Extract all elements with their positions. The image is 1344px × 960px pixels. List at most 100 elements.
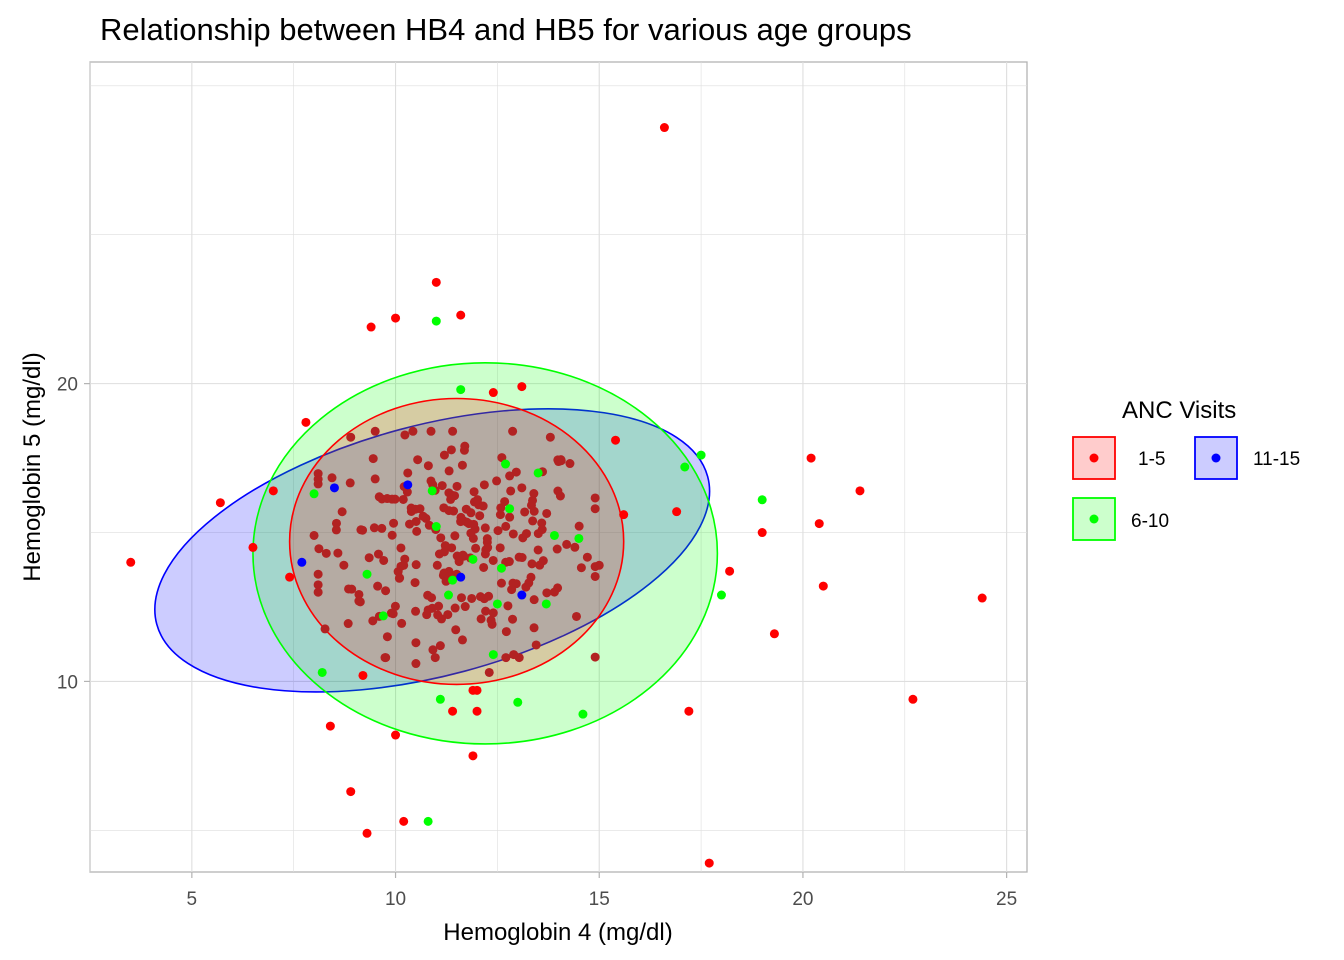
cluster-point — [434, 549, 444, 559]
cluster-point — [364, 553, 374, 563]
x-tick-label: 10 — [385, 889, 406, 910]
cluster-point — [446, 494, 456, 504]
cluster-point — [337, 507, 347, 517]
point-1-5 — [517, 382, 527, 392]
cluster-point — [408, 426, 418, 436]
cluster-point — [450, 531, 460, 541]
point-1-5 — [590, 504, 600, 514]
cluster-point — [437, 614, 447, 624]
point-6-10 — [488, 650, 498, 660]
cluster-point — [411, 606, 421, 616]
cluster-point — [495, 543, 505, 553]
cluster-point — [430, 653, 440, 663]
cluster-point — [542, 588, 552, 598]
cluster-point — [531, 640, 541, 650]
point-1-5 — [725, 566, 735, 576]
cluster-point — [327, 473, 337, 483]
cluster-point — [520, 507, 530, 517]
panel-background — [89, 61, 1028, 873]
point-1-5 — [806, 453, 816, 463]
point-1-5 — [757, 528, 767, 538]
cluster-point — [377, 523, 387, 533]
cluster-point — [379, 555, 389, 565]
point-1-5 — [358, 670, 368, 680]
cluster-point — [473, 495, 483, 505]
cluster-point — [553, 455, 563, 465]
legend-key-11-15: 11-15 — [1194, 436, 1300, 480]
cluster-point — [313, 474, 323, 484]
cluster-point — [381, 586, 391, 596]
point-6-10 — [431, 316, 441, 326]
point-1-5 — [374, 492, 384, 502]
cluster-point — [456, 593, 466, 603]
legend: ANC Visits 1-5 11-15 6-10 — [1072, 397, 1300, 541]
point-1-5 — [301, 417, 311, 427]
cluster-point — [526, 500, 536, 510]
point-1-5 — [488, 608, 498, 618]
plot-panel — [89, 61, 1028, 873]
point-1-5 — [537, 525, 547, 535]
cluster-point — [440, 541, 450, 551]
cluster-point — [443, 610, 453, 620]
point-6-10 — [574, 533, 584, 543]
point-1-5 — [529, 623, 539, 633]
point-11-15 — [456, 572, 466, 582]
y-axis-ticks: 10 20 — [57, 375, 90, 693]
point-1-5 — [545, 432, 555, 442]
legend-label-1-5: 1-5 — [1138, 449, 1165, 470]
cluster-point — [434, 601, 444, 611]
point-1-5 — [619, 510, 629, 520]
x-tick-label: 20 — [792, 889, 813, 910]
point-6-10 — [423, 816, 433, 826]
cluster-point — [493, 526, 503, 536]
cluster-point — [552, 544, 562, 554]
point-1-5 — [496, 578, 506, 588]
point-1-5 — [411, 638, 421, 648]
point-1-5 — [248, 542, 258, 552]
point-6-10 — [533, 468, 543, 478]
cluster-point — [456, 512, 466, 522]
point-1-5 — [472, 706, 482, 716]
point-1-5 — [769, 629, 779, 639]
point-1-5 — [814, 519, 824, 529]
cluster-point — [313, 587, 323, 597]
x-axis-title: Hemoglobin 4 (mg/dl) — [443, 919, 672, 946]
data-points — [126, 123, 987, 868]
cluster-point — [320, 624, 330, 634]
cluster-point — [508, 529, 518, 539]
cluster-point — [529, 595, 539, 605]
point-1-5 — [362, 828, 372, 838]
cluster-point — [345, 478, 355, 488]
point-1-5 — [468, 751, 478, 761]
point-1-5 — [391, 313, 401, 323]
point-11-15 — [297, 557, 307, 567]
point-1-5 — [517, 483, 527, 493]
cluster-point — [373, 549, 383, 559]
cluster-point — [479, 480, 489, 490]
cluster-point — [482, 534, 492, 544]
legend-label-6-10: 6-10 — [1131, 511, 1169, 532]
cluster-point — [358, 525, 368, 535]
ellipse-1-5 — [288, 397, 625, 686]
gridlines — [89, 62, 1027, 872]
point-1-5 — [448, 706, 458, 716]
cluster-point — [369, 523, 379, 533]
cluster-point — [457, 635, 467, 645]
cluster-point — [413, 455, 423, 465]
point-1-5 — [562, 539, 572, 549]
point-1-5 — [321, 548, 331, 558]
point-1-5 — [366, 322, 376, 332]
cluster-point — [479, 562, 489, 572]
point-1-5 — [423, 605, 433, 615]
point-6-10 — [468, 554, 478, 564]
cluster-point — [466, 528, 476, 538]
point-6-10 — [513, 697, 523, 707]
point-1-5 — [505, 471, 515, 481]
point-1-5 — [818, 581, 828, 591]
point-1-5 — [435, 641, 445, 651]
cluster-point — [460, 602, 470, 612]
point-6-10 — [444, 590, 454, 600]
cluster-point — [368, 454, 378, 464]
cluster-point — [527, 559, 537, 569]
point-1-5 — [672, 507, 682, 517]
